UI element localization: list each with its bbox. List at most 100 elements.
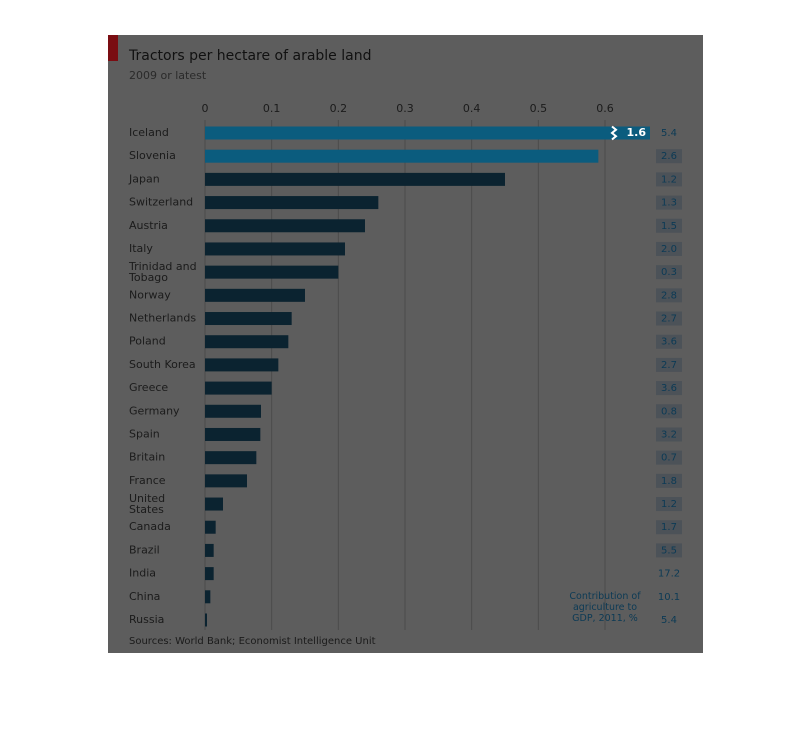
bar [205, 590, 211, 604]
bar [205, 196, 379, 210]
gdp-box [656, 357, 682, 372]
gdp-note: Contribution of agriculture to GDP, 2011… [569, 591, 641, 624]
gdp-box [656, 241, 682, 256]
bar [205, 219, 365, 233]
bar [205, 265, 339, 279]
bar [205, 497, 223, 511]
bar [205, 567, 214, 581]
gdp-box [656, 288, 682, 303]
gdp-box [656, 543, 682, 558]
gdp-value: 2.6 [661, 151, 677, 162]
gdp-value: 1.2 [661, 499, 677, 510]
gdp-box [656, 450, 682, 465]
category-label: Russia [129, 613, 164, 626]
x-tick-label: 0.3 [396, 102, 414, 115]
gdp-value: 0.8 [661, 406, 677, 417]
gdp-box [656, 427, 682, 442]
category-label: Spain [129, 427, 160, 440]
gdp-box [656, 172, 682, 187]
chart-subtitle: 2009 or latest [129, 69, 207, 82]
bar [205, 427, 261, 441]
gdp-box [656, 334, 682, 349]
bar [205, 613, 207, 627]
gdp-box [656, 265, 682, 280]
category-label: United States [129, 492, 165, 516]
bar [205, 451, 257, 465]
category-label: China [129, 590, 160, 603]
category-label: Iceland [129, 126, 169, 139]
category-label: Japan [128, 172, 160, 185]
category-label: Switzerland [129, 196, 193, 209]
bar-break [610, 125, 618, 141]
x-tick-label: 0.4 [463, 102, 481, 115]
gdp-value: 2.0 [661, 244, 677, 255]
gdp-box [656, 381, 682, 396]
bar [205, 358, 279, 372]
bar [205, 520, 216, 534]
gdp-value: 0.3 [661, 267, 677, 278]
x-tick-label: 0.5 [530, 102, 548, 115]
gdp-value: 1.5 [661, 221, 677, 232]
bar [205, 312, 292, 326]
x-tick-label: 0.6 [596, 102, 614, 115]
bar [205, 149, 599, 163]
gdp-value: 3.6 [661, 337, 677, 348]
category-label: Germany [129, 404, 180, 417]
gdp-value: 3.2 [661, 429, 677, 440]
category-label: Canada [129, 520, 171, 533]
bar [205, 381, 272, 395]
x-tick-label: 0 [202, 102, 209, 115]
category-label: Italy [129, 242, 153, 255]
gdp-value: 1.2 [661, 174, 677, 185]
gdp-value: 1.8 [661, 476, 677, 487]
gdp-value: 3.6 [661, 383, 677, 394]
bar [205, 404, 261, 418]
gdp-box [656, 149, 682, 164]
category-label: Slovenia [129, 149, 176, 162]
gdp-value: 5.4 [661, 615, 677, 626]
gdp-value: 2.8 [661, 290, 677, 301]
category-label: Austria [129, 219, 168, 232]
source: Sources: World Bank; Economist Intellige… [129, 636, 376, 647]
gdp-box [656, 473, 682, 488]
gdp-box [656, 218, 682, 233]
gdp-value: 2.7 [661, 360, 677, 371]
x-tick-label: 0.1 [263, 102, 281, 115]
logo-tag [108, 35, 118, 61]
gdp-value: 0.7 [661, 453, 677, 464]
category-label: South Korea [129, 358, 196, 371]
bar [205, 543, 214, 557]
gdp-value: 5.5 [661, 545, 677, 556]
category-label: France [129, 474, 166, 487]
chart-title: Tractors per hectare of arable land [128, 48, 371, 64]
bar [205, 335, 289, 349]
gdp-box [656, 195, 682, 210]
gdp-value: 10.1 [658, 592, 680, 603]
gdp-value: 5.4 [661, 128, 677, 139]
gdp-value: 1.7 [661, 522, 677, 533]
category-label: Norway [129, 288, 171, 301]
gdp-value: 1.3 [661, 198, 677, 209]
value-label: 1.6 [627, 126, 647, 139]
gdp-box [656, 520, 682, 535]
x-tick-label: 0.2 [330, 102, 348, 115]
bar [205, 172, 505, 186]
bar [205, 288, 305, 302]
bar [205, 126, 650, 140]
category-label: India [129, 567, 156, 580]
category-label: Greece [129, 381, 168, 394]
gdp-box [656, 404, 682, 419]
gdp-value: 17.2 [658, 569, 680, 580]
gdp-box [656, 311, 682, 326]
gdp-value: 2.7 [661, 314, 677, 325]
category-label: Britain [129, 451, 165, 464]
category-label: Poland [129, 335, 166, 348]
gdp-box [656, 497, 682, 512]
category-label: Brazil [129, 543, 160, 556]
bar [205, 242, 345, 256]
bar [205, 474, 247, 488]
category-label: Netherlands [129, 312, 196, 325]
category-label: Trinidad and Tobago [128, 260, 197, 284]
